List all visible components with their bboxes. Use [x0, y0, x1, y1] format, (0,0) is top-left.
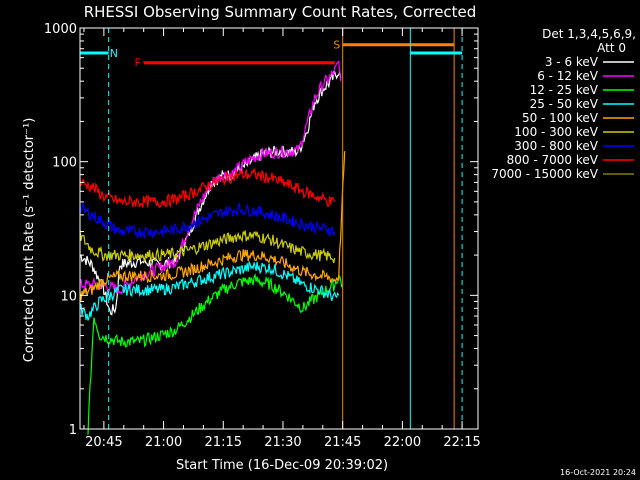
legend-label: 12 - 25 keV — [530, 83, 599, 97]
y-tick-label: 10 — [60, 289, 77, 304]
legend-label: 6 - 12 keV — [537, 69, 599, 83]
annotation-label: N — [110, 47, 118, 60]
legend-label: 800 - 7000 keV — [507, 153, 599, 167]
series-line — [79, 260, 340, 321]
annotation-label: F — [135, 57, 141, 70]
timestamp-corner: 16-Oct-2021 20:24 — [560, 468, 636, 477]
x-tick-label: 22:15 — [443, 435, 480, 450]
chart-title: RHESSI Observing Summary Count Rates, Co… — [84, 3, 477, 21]
x-tick-label: 21:15 — [205, 435, 242, 450]
x-tick-label: 22:00 — [384, 435, 421, 450]
x-tick-label: 21:30 — [264, 435, 301, 450]
legend-title: Det 1,3,4,5,6,9, — [542, 27, 636, 41]
series-line — [79, 151, 346, 301]
legend-label: 50 - 100 keV — [522, 111, 599, 125]
x-axis-label: Start Time (16-Dec-09 20:39:02) — [176, 458, 388, 473]
legend-label: 7000 - 15000 keV — [491, 167, 598, 181]
y-tick-label: 1 — [69, 423, 77, 438]
plot-frame — [79, 27, 479, 430]
y-axis-label: Corrected Count Rate (s⁻¹ detector⁻¹) — [22, 118, 37, 363]
x-tick-label: 20:45 — [85, 435, 122, 450]
x-tick-label: 21:00 — [145, 435, 182, 450]
x-tick-label: 21:45 — [324, 435, 361, 450]
series-layer — [79, 60, 346, 435]
series-line — [87, 273, 344, 435]
legend-label: 25 - 50 keV — [530, 97, 599, 111]
annotation-label: S — [333, 39, 340, 52]
annotation-layer: N F S — [80, 28, 463, 429]
legend-label: 300 - 800 keV — [514, 139, 598, 153]
legend-label: 100 - 300 keV — [514, 125, 598, 139]
series-line — [79, 201, 336, 240]
y-tick-label: 1000 — [44, 22, 77, 37]
y-tick-label: 100 — [52, 156, 77, 171]
series-line — [79, 229, 336, 264]
legend-subtitle: Att 0 — [597, 41, 626, 55]
legend-label: 3 - 6 keV — [545, 55, 599, 69]
series-line — [79, 167, 336, 209]
